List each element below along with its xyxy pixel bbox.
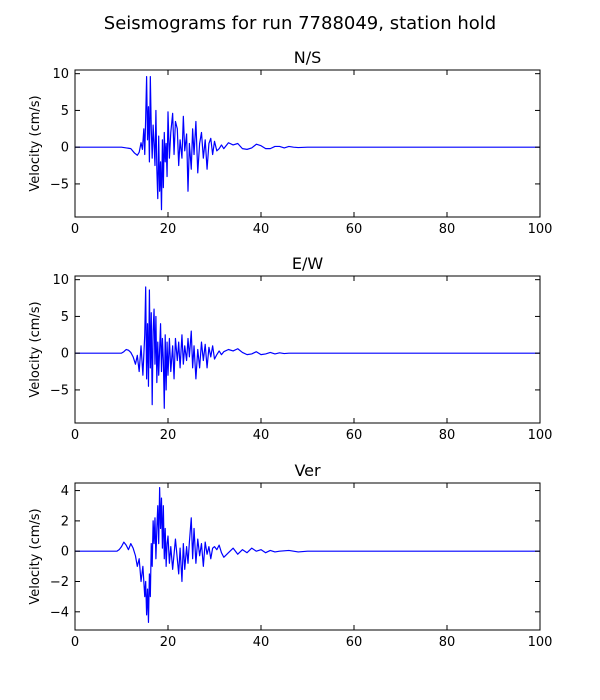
y-tick-label: 10: [52, 273, 69, 288]
chart-panel-2: 0 20 40 60 80 100 −5 0 5 10 E/W Velocity (cm/s): [28, 254, 552, 443]
y-tick-label: −4: [50, 605, 69, 620]
chart-title: Ver: [294, 461, 321, 480]
x-tick-label: 100: [528, 222, 553, 237]
chart-panel-3: 0 20 40 60 80 100 −4 −2 0 2 4 Ver Velocity (cm/s): [28, 461, 552, 650]
figure-suptitle: Seismograms for run 7788049, station hol…: [104, 13, 496, 34]
y-tick-label: 5: [61, 310, 69, 325]
x-tick-label: 60: [346, 222, 363, 237]
x-tick-label: 40: [253, 222, 270, 237]
x-tick-label: 80: [439, 428, 456, 443]
y-tick-label: 0: [61, 347, 69, 362]
y-tick-label: 2: [61, 514, 69, 529]
y-tick-label: −5: [50, 383, 69, 398]
chart-title: N/S: [294, 48, 322, 67]
plot-area: [74, 275, 541, 424]
x-tick-label: 0: [71, 222, 79, 237]
y-tick-label: 10: [52, 67, 69, 82]
y-tick-label: 0: [61, 545, 69, 560]
plot-area: [74, 482, 541, 631]
y-tick-label: −5: [50, 177, 69, 192]
x-tick-label: 80: [439, 635, 456, 650]
series-line: [75, 486, 540, 624]
x-tick-label: 40: [253, 428, 270, 443]
chart-title: E/W: [292, 254, 324, 273]
y-tick-label: 4: [61, 484, 69, 499]
y-axis-label: Velocity (cm/s): [28, 508, 43, 604]
series-line: [75, 286, 540, 409]
y-axis-label: Velocity (cm/s): [28, 301, 43, 397]
x-tick-label: 0: [71, 428, 79, 443]
chart-panel-1: 0 20 40 60 80 100 −5 0 5 10 N/S Velocity (cm/s): [28, 48, 552, 237]
x-tick-label: 100: [528, 428, 553, 443]
plot-frame: [74, 275, 541, 424]
series-line: [75, 76, 540, 211]
x-tick-label: 20: [160, 428, 177, 443]
x-tick-label: 0: [71, 635, 79, 650]
x-tick-label: 80: [439, 222, 456, 237]
x-tick-label: 20: [160, 635, 177, 650]
x-tick-label: 60: [346, 635, 363, 650]
y-axis-label: Velocity (cm/s): [28, 95, 43, 191]
plot-frame: [74, 69, 541, 218]
y-tick-label: 0: [61, 141, 69, 156]
x-tick-label: 60: [346, 428, 363, 443]
y-tick-label: 5: [61, 104, 69, 119]
plot-frame: [74, 482, 541, 631]
y-tick-label: −2: [50, 575, 69, 590]
x-tick-label: 40: [253, 635, 270, 650]
x-tick-label: 20: [160, 222, 177, 237]
x-tick-label: 100: [528, 635, 553, 650]
